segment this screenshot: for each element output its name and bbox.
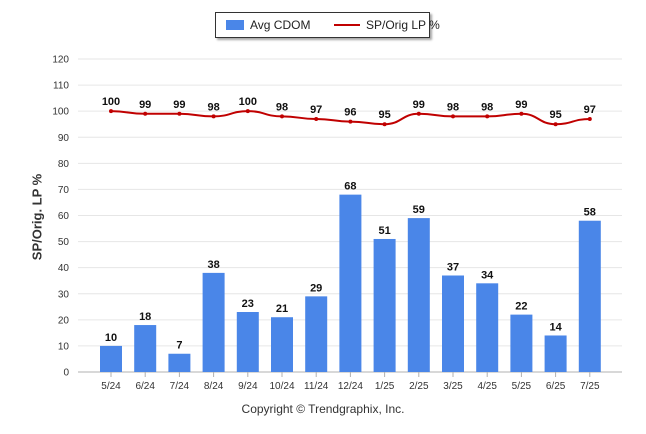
bar-value-label: 68: [344, 181, 356, 193]
bar-value-label: 51: [378, 225, 390, 237]
line-point: [245, 109, 250, 114]
legend-label-bar: Avg CDOM: [250, 18, 311, 32]
bar: [339, 194, 362, 372]
line-point: [553, 122, 558, 127]
bar: [578, 220, 601, 372]
legend: Avg CDOM SP/Orig LP %: [215, 12, 440, 38]
bar: [100, 345, 122, 372]
line-value-label: 97: [310, 104, 322, 116]
bar-value-label: 38: [207, 259, 219, 271]
bar-value-label: 14: [549, 321, 562, 333]
bar: [407, 218, 430, 372]
legend-label-line: SP/Orig LP %: [366, 18, 440, 32]
bar: [168, 353, 191, 372]
bar: [476, 283, 499, 372]
y-tick-label: 30: [58, 289, 70, 300]
bar: [510, 314, 533, 372]
bar-value-label: 37: [447, 261, 459, 273]
bar: [134, 325, 157, 372]
x-tick-label: 6/24: [135, 381, 155, 392]
legend-swatch-bar: [226, 20, 244, 30]
line-value-label: 98: [447, 101, 459, 113]
x-tick-label: 5/25: [512, 381, 532, 392]
x-tick-label: 3/25: [443, 381, 463, 392]
line-value-label: 96: [344, 107, 356, 119]
x-tick-label: 6/25: [546, 381, 566, 392]
bar-value-label: 23: [242, 298, 254, 310]
x-tick-label: 7/24: [170, 381, 190, 392]
y-tick-label: 100: [52, 107, 69, 118]
line-point: [177, 111, 182, 116]
x-tick-label: 5/24: [101, 381, 121, 392]
line-point: [143, 111, 148, 116]
bar: [544, 335, 567, 372]
line-point: [348, 119, 353, 124]
line-point: [519, 111, 524, 116]
x-tick-label: 2/25: [409, 381, 429, 392]
line-point: [109, 109, 113, 114]
y-tick-label: 120: [52, 55, 69, 66]
x-tick-label: 1/25: [375, 381, 395, 392]
line-point: [382, 122, 387, 127]
bar-value-label: 29: [310, 282, 322, 294]
line-value-label: 99: [515, 99, 527, 111]
bar-value-label: 10: [105, 332, 117, 344]
x-tick-label: 7/25: [580, 381, 600, 392]
y-tick-label: 80: [58, 159, 70, 170]
y-tick-label: 70: [58, 185, 70, 196]
bar-value-label: 59: [413, 204, 425, 216]
copyright-text: Copyright © Trendgraphix, Inc.: [241, 402, 405, 416]
line-point: [280, 114, 284, 119]
bar-value-label: 22: [515, 301, 527, 313]
line-value-label: 98: [207, 101, 219, 113]
line-value-label: 99: [413, 99, 425, 111]
x-tick-label: 11/24: [304, 381, 329, 392]
bar-value-label: 21: [276, 303, 288, 315]
bar: [271, 317, 293, 372]
x-tick-label: 10/24: [269, 381, 294, 392]
x-tick-label: 9/24: [238, 381, 258, 392]
line-value-label: 100: [239, 96, 257, 108]
x-tick-label: 8/24: [204, 381, 224, 392]
bar: [236, 312, 259, 372]
bar-value-label: 18: [139, 311, 151, 323]
y-tick-label: 50: [58, 237, 70, 248]
legend-swatch-line: [334, 24, 360, 26]
line-value-label: 99: [139, 99, 151, 111]
y-tick-label: 110: [53, 81, 69, 92]
line-point: [416, 111, 421, 116]
bar-value-label: 58: [584, 207, 596, 219]
line-point: [587, 116, 592, 121]
line-value-label: 95: [378, 109, 390, 121]
x-tick-label: 4/25: [477, 381, 497, 392]
line-value-label: 95: [549, 109, 561, 121]
bar-value-label: 34: [481, 269, 494, 281]
x-tick-label: 12/24: [338, 381, 363, 392]
line-point: [211, 114, 216, 119]
line-value-label: 100: [102, 96, 120, 108]
line-value-label: 98: [481, 101, 493, 113]
y-tick-label: 40: [58, 263, 70, 274]
line-point: [314, 116, 319, 121]
y-tick-label: 0: [63, 368, 69, 379]
bar: [442, 275, 464, 372]
y-tick-label: 60: [58, 211, 70, 222]
bar-value-label: 7: [176, 340, 182, 352]
line-value-label: 97: [584, 104, 596, 116]
line-value-label: 99: [173, 99, 185, 111]
y-tick-label: 20: [58, 315, 70, 326]
line-point: [451, 114, 455, 119]
y-axis-label: SP/Orig. LP %: [29, 173, 45, 261]
bar: [305, 296, 328, 372]
line-point: [485, 114, 490, 119]
y-tick-label: 10: [58, 341, 70, 352]
bar: [202, 272, 225, 372]
y-tick-label: 90: [58, 133, 70, 144]
bar: [373, 238, 396, 372]
line-value-label: 98: [276, 101, 288, 113]
